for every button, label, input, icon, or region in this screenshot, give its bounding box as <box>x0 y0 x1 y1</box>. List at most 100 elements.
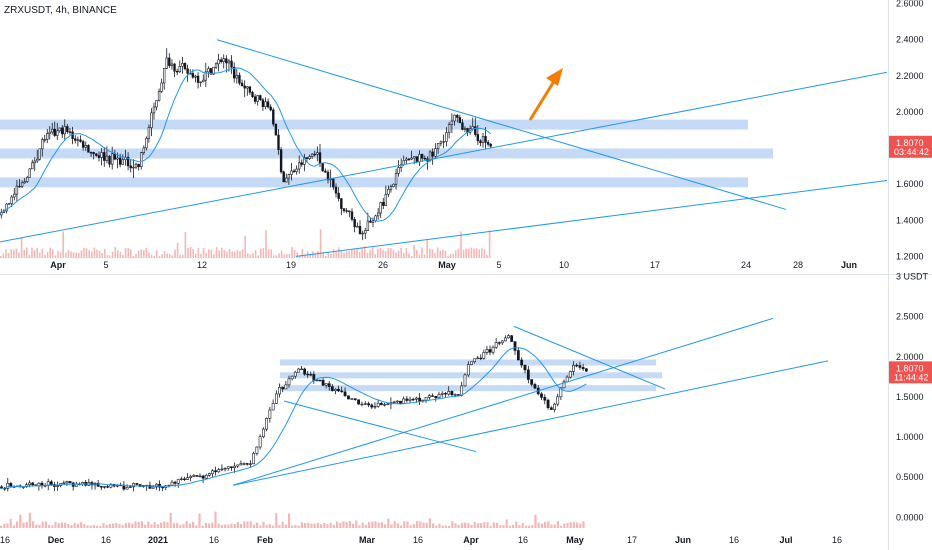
candle-body[interactable] <box>251 92 254 98</box>
candle-body[interactable] <box>192 475 196 477</box>
candle-body[interactable] <box>405 398 409 401</box>
candle-body[interactable] <box>277 134 280 150</box>
candle-body[interactable] <box>300 368 303 371</box>
candle-body[interactable] <box>49 481 53 485</box>
candle-body[interactable] <box>191 73 195 78</box>
candle-body[interactable] <box>99 486 103 488</box>
candle-body[interactable] <box>387 189 390 195</box>
candle-body[interactable] <box>268 409 272 419</box>
candle-body[interactable] <box>402 160 405 165</box>
candle-body[interactable] <box>408 398 412 401</box>
candle-body[interactable] <box>424 397 428 401</box>
candle-body[interactable] <box>463 128 467 130</box>
candle-body[interactable] <box>340 390 344 393</box>
candle-body[interactable] <box>503 337 507 342</box>
candle-body[interactable] <box>230 60 233 68</box>
candle-body[interactable] <box>513 341 517 351</box>
candle-body[interactable] <box>581 367 585 370</box>
candle-body[interactable] <box>100 152 103 158</box>
candle-body[interactable] <box>364 230 367 234</box>
candle-body[interactable] <box>379 202 382 214</box>
candle-body[interactable] <box>220 468 224 471</box>
candle-body[interactable] <box>129 165 132 169</box>
candle-body[interactable] <box>350 398 354 400</box>
candle-body[interactable] <box>212 67 215 75</box>
candle-body[interactable] <box>142 147 146 153</box>
candle-body[interactable] <box>111 153 114 165</box>
candle-body[interactable] <box>207 68 210 73</box>
candle-body[interactable] <box>287 174 291 179</box>
candle-body[interactable] <box>303 157 306 165</box>
top-chart-pane[interactable]: 2.60002.40002.20002.00001.80001.60001.40… <box>0 0 932 270</box>
candle-body[interactable] <box>397 167 400 174</box>
candle-body[interactable] <box>399 164 403 168</box>
candle-body[interactable] <box>337 388 340 392</box>
candle-body[interactable] <box>309 374 313 376</box>
candle-body[interactable] <box>173 63 176 72</box>
candle-body[interactable] <box>308 156 311 159</box>
candle-body[interactable] <box>437 394 441 399</box>
candle-body[interactable] <box>326 171 330 181</box>
candle-body[interactable] <box>379 402 383 406</box>
candle-body[interactable] <box>165 57 168 69</box>
candle-body[interactable] <box>274 393 278 404</box>
candle-body[interactable] <box>211 470 214 474</box>
candle-body[interactable] <box>439 141 443 144</box>
candle-body[interactable] <box>31 162 34 170</box>
candle-body[interactable] <box>507 335 510 339</box>
candle-body[interactable] <box>450 120 454 125</box>
candle-body[interactable] <box>207 473 211 476</box>
candle-body[interactable] <box>18 185 21 188</box>
candle-body[interactable] <box>245 463 249 465</box>
candle-body[interactable] <box>559 387 563 398</box>
candle-body[interactable] <box>382 202 385 206</box>
candle-body[interactable] <box>62 482 66 484</box>
candle-body[interactable] <box>150 112 153 128</box>
candle-body[interactable] <box>526 369 530 380</box>
candle-body[interactable] <box>68 131 72 133</box>
candle-body[interactable] <box>132 483 136 488</box>
candle-body[interactable] <box>324 383 328 386</box>
candle-body[interactable] <box>447 124 451 133</box>
candle-body[interactable] <box>357 399 360 405</box>
candle-body[interactable] <box>105 155 109 161</box>
candle-body[interactable] <box>128 486 132 488</box>
candle-body[interactable] <box>186 68 189 74</box>
candle-body[interactable] <box>68 481 72 484</box>
candle-body[interactable] <box>473 358 477 363</box>
candle-body[interactable] <box>290 375 294 380</box>
candle-body[interactable] <box>523 364 527 371</box>
candle-body[interactable] <box>96 482 100 487</box>
candle-body[interactable] <box>28 482 31 486</box>
candle-body[interactable] <box>549 407 553 410</box>
candle-body[interactable] <box>147 127 151 139</box>
candle-body[interactable] <box>489 144 492 147</box>
candle-body[interactable] <box>343 391 347 397</box>
candle-body[interactable] <box>84 144 87 148</box>
candle-body[interactable] <box>255 446 259 454</box>
candle-body[interactable] <box>183 478 186 480</box>
candle-body[interactable] <box>230 466 233 469</box>
candle-body[interactable] <box>418 397 422 402</box>
candle-body[interactable] <box>181 62 184 67</box>
candle-body[interactable] <box>281 387 285 390</box>
candle-body[interactable] <box>118 157 122 165</box>
candle-body[interactable] <box>410 157 413 160</box>
trendline[interactable] <box>232 317 774 486</box>
candle-body[interactable] <box>278 387 281 395</box>
candle-body[interactable] <box>170 481 174 486</box>
candle-body[interactable] <box>447 391 451 395</box>
candle-body[interactable] <box>543 397 547 401</box>
candle-body[interactable] <box>279 149 283 173</box>
candle-body[interactable] <box>183 62 187 70</box>
candle-body[interactable] <box>53 128 56 136</box>
candle-body[interactable] <box>347 395 350 400</box>
candle-body[interactable] <box>265 417 269 430</box>
candle-body[interactable] <box>453 114 456 122</box>
candle-body[interactable] <box>553 403 556 410</box>
candle-body[interactable] <box>376 212 380 217</box>
candle-body[interactable] <box>259 95 262 101</box>
candle-body[interactable] <box>170 63 174 66</box>
candle-body[interactable] <box>485 349 489 353</box>
candle-body[interactable] <box>300 162 303 165</box>
